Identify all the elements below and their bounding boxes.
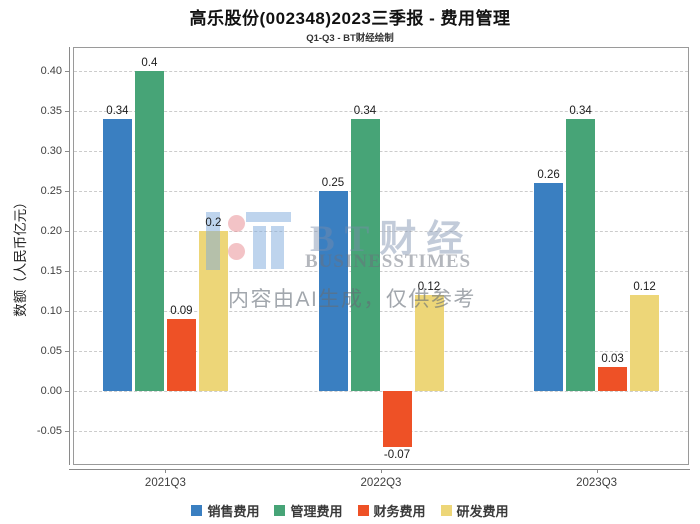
x-axis-line bbox=[69, 469, 690, 470]
gridline bbox=[74, 191, 688, 192]
legend-item: 财务费用 bbox=[357, 501, 426, 520]
bar bbox=[566, 119, 596, 391]
y-tick-label: 0.30 bbox=[40, 145, 62, 157]
legend-item: 管理费用 bbox=[274, 501, 343, 520]
bar-value-label: 0.09 bbox=[170, 305, 193, 317]
gridline bbox=[74, 311, 688, 312]
bar-value-label: 0.03 bbox=[601, 353, 624, 365]
y-axis-tick bbox=[65, 431, 69, 432]
bar-value-label: -0.07 bbox=[383, 449, 411, 461]
y-tick-label: 0.20 bbox=[40, 225, 62, 237]
x-tick-label: 2021Q3 bbox=[144, 477, 186, 489]
bar bbox=[350, 119, 380, 391]
y-axis-tick bbox=[65, 271, 69, 272]
bar bbox=[318, 191, 348, 391]
bar-value-label: 0.12 bbox=[633, 281, 656, 293]
y-axis-title: 数额（人民币亿元） bbox=[13, 195, 28, 317]
x-tick-label: 2023Q3 bbox=[576, 477, 618, 489]
y-axis-line bbox=[69, 47, 70, 465]
legend-label: 管理费用 bbox=[290, 504, 343, 519]
y-tick-label: 0.25 bbox=[40, 185, 62, 197]
x-axis-tick bbox=[596, 469, 598, 473]
bar bbox=[414, 295, 444, 391]
y-axis-tick bbox=[65, 191, 69, 192]
y-tick-label: 0.35 bbox=[40, 105, 62, 117]
bar-value-label: 0.34 bbox=[569, 105, 592, 117]
legend-swatch-icon bbox=[440, 505, 452, 516]
y-axis-tick bbox=[65, 151, 69, 152]
bar bbox=[630, 295, 660, 391]
chart-title: 高乐股份(002348)2023三季报 - 费用管理 bbox=[189, 9, 511, 28]
y-tick-label: 0.15 bbox=[40, 265, 62, 277]
y-axis-tick bbox=[65, 391, 69, 392]
bar-value-label: 0.26 bbox=[537, 169, 560, 181]
gridline bbox=[74, 391, 688, 392]
y-tick-label: 0.10 bbox=[40, 305, 62, 317]
y-tick-label: -0.05 bbox=[36, 425, 62, 437]
legend: 销售费用 管理费用 财务费用 研发费用 bbox=[0, 501, 700, 520]
gridline bbox=[74, 231, 688, 232]
gridline bbox=[74, 111, 688, 112]
bar bbox=[598, 367, 628, 391]
bar-value-label: 0.25 bbox=[321, 177, 345, 189]
gridline bbox=[74, 151, 688, 152]
bar-value-label: 0.2 bbox=[205, 217, 222, 229]
gridline bbox=[74, 71, 688, 72]
y-axis-tick bbox=[65, 71, 69, 72]
bar bbox=[102, 119, 132, 391]
bar-value-label: 0.34 bbox=[353, 105, 377, 117]
x-tick-label: 2022Q3 bbox=[360, 477, 402, 489]
gridline bbox=[74, 271, 688, 272]
legend-label: 研发费用 bbox=[456, 504, 509, 519]
legend-swatch-icon bbox=[274, 505, 286, 516]
y-axis-tick bbox=[65, 311, 69, 312]
legend-item: 销售费用 bbox=[191, 501, 259, 520]
bar bbox=[134, 71, 164, 391]
y-axis-tick bbox=[65, 111, 69, 112]
bar-value-label: 0.12 bbox=[417, 281, 441, 293]
legend-label: 财务费用 bbox=[373, 504, 426, 519]
bar bbox=[382, 391, 412, 447]
y-tick-label: 0.05 bbox=[40, 345, 62, 357]
y-tick-label: 0.40 bbox=[40, 65, 62, 77]
bar-value-label: 0.34 bbox=[106, 105, 129, 117]
chart-subtitle: Q1-Q3 - BT财经绘制 bbox=[306, 33, 394, 44]
legend-item: 研发费用 bbox=[440, 501, 509, 520]
gridline bbox=[74, 351, 688, 352]
legend-swatch-icon bbox=[191, 505, 203, 516]
x-axis-tick bbox=[381, 469, 382, 473]
legend-label: 销售费用 bbox=[207, 504, 260, 519]
y-tick-label: 0.00 bbox=[40, 385, 62, 397]
x-axis-tick bbox=[165, 469, 167, 473]
bar bbox=[534, 183, 564, 391]
legend-swatch-icon bbox=[357, 505, 369, 516]
gridline bbox=[74, 431, 688, 432]
bar-value-label: 0.4 bbox=[141, 57, 158, 69]
bar bbox=[166, 319, 196, 391]
y-axis-tick bbox=[65, 351, 69, 352]
y-axis-tick bbox=[65, 231, 69, 232]
